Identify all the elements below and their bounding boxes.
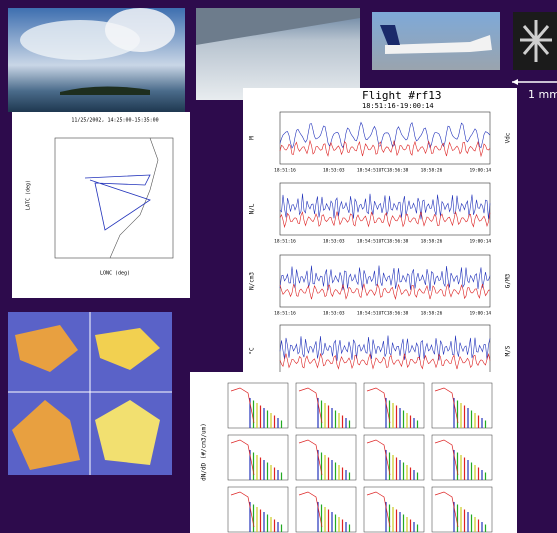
time-tick-label: 18:54:51UTC18:56:38 [357,239,409,245]
time-tick-label: 18:51:16 [274,311,296,317]
left-axis-label: °C [249,347,256,355]
right-axis-label: Vdc [505,132,512,143]
size-distribution-y-label: dN/dD (#/cm3/um) [201,423,208,481]
left-axis-label: M [249,136,256,140]
time-tick-label: 18:54:51UTC18:56:38 [357,168,409,174]
time-tick-label: 19:00:14 [469,311,491,317]
page: 1 mm 11/25/2002, 14:25:00-15:35:00 LATC … [0,0,557,533]
flight-panel [243,88,517,375]
scale-label: 1 mm [528,88,557,101]
time-tick-label: 18:58:26 [421,239,443,245]
left-axis-label: N/cm3 [249,272,256,290]
time-tick-label: 19:00:14 [469,168,491,174]
flight-time-range: 18:51:16-19:00:14 [362,102,434,110]
time-tick-label: 19:00:14 [469,239,491,245]
right-axis-label: G/M3 [505,273,512,288]
time-tick-label: 18:53:03 [323,168,345,174]
scale-arrow [512,79,518,85]
map-title: 11/25/2002, 14:25:00-15:35:00 [71,118,158,124]
time-tick-label: 18:53:03 [323,311,345,317]
right-axis-label: M/S [505,345,512,356]
cloud [105,8,175,52]
time-tick-label: 18:54:51UTC18:56:38 [357,311,409,317]
flight-title: Flight #rf13 [362,89,441,102]
time-tick-label: 18:53:03 [323,239,345,245]
time-tick-label: 18:51:16 [274,239,296,245]
collage: 1 mm 11/25/2002, 14:25:00-15:35:00 LATC … [0,0,557,533]
map-y-label: LATC (deg) [26,180,32,210]
size-distribution-panel [190,372,517,533]
time-tick-label: 18:58:26 [421,168,443,174]
time-tick-label: 18:58:26 [421,311,443,317]
left-axis-label: N/L [249,203,256,214]
time-tick-label: 18:51:16 [274,168,296,174]
map-x-label: LONC (deg) [100,271,130,277]
